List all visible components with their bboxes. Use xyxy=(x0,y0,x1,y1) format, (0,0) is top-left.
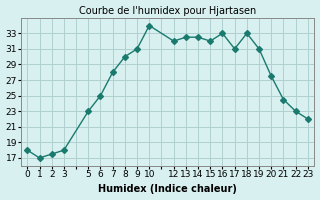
X-axis label: Humidex (Indice chaleur): Humidex (Indice chaleur) xyxy=(98,184,237,194)
Title: Courbe de l'humidex pour Hjartasen: Courbe de l'humidex pour Hjartasen xyxy=(79,6,256,16)
